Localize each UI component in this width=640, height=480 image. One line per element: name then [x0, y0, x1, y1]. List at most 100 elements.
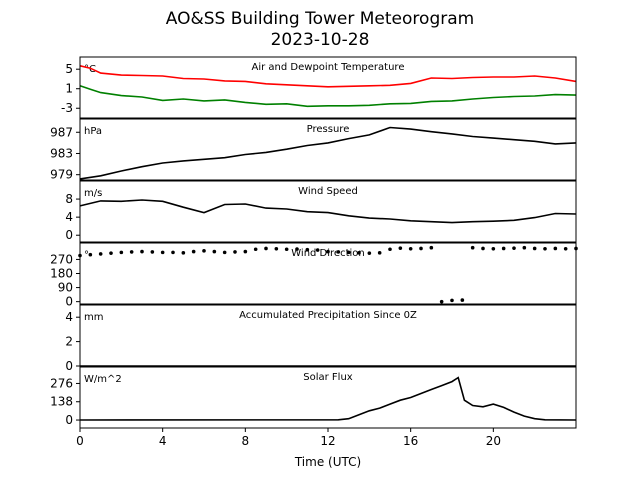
data-point [501, 246, 506, 251]
x-tick-label: 12 [320, 434, 335, 448]
data-point [357, 251, 361, 255]
series-line-2 [79, 85, 577, 108]
data-point [439, 299, 444, 304]
data-point [274, 246, 279, 251]
data-point [315, 248, 320, 252]
data-point [212, 249, 217, 254]
y-tick-label: 4 [65, 310, 73, 324]
x-tick-label: 16 [403, 434, 418, 448]
data-point [367, 251, 372, 255]
data-point [532, 246, 537, 251]
data-point [481, 246, 485, 251]
data-point [243, 249, 248, 254]
y-tick-label: 979 [50, 168, 73, 182]
panels: Air and Dewpoint Temperature °C -3 1 5 Pressu… [50, 56, 578, 429]
panel-title: Wind Direction [291, 248, 365, 259]
data-point [450, 298, 454, 303]
data-point [522, 245, 527, 250]
data-point [191, 249, 196, 254]
data-point [346, 250, 351, 255]
panel-frame [79, 304, 577, 367]
data-point [388, 247, 392, 252]
data-point [88, 252, 93, 257]
data-point [181, 251, 186, 255]
data-point [305, 247, 310, 252]
y-tick-label: 0 [65, 295, 73, 309]
series-line-1 [79, 376, 577, 421]
data-point [543, 246, 547, 251]
data-point [253, 247, 258, 252]
panel-temperature: Air and Dewpoint Temperature °C -3 1 5 [61, 56, 577, 119]
x-tick-label: 20 [486, 434, 501, 448]
data-point [429, 245, 434, 250]
y-tick-label: 4 [65, 210, 73, 224]
panel-unit-label: ° [84, 250, 89, 261]
panel-unit-label: W/m^2 [84, 374, 122, 385]
data-point [284, 247, 289, 252]
x-axis: 0 4 8 12 16 20 [76, 428, 501, 448]
data-point [202, 249, 206, 253]
y-tick-label: 1 [65, 82, 73, 96]
data-point [98, 252, 103, 256]
data-point [222, 250, 227, 255]
data-point [553, 246, 558, 251]
panel-wind-speed: Wind Speed m/s 0 4 8 [65, 180, 577, 243]
y-tick-label: 0 [65, 359, 73, 373]
data-point [140, 249, 144, 254]
data-point [150, 250, 155, 254]
figure-subtitle: 2023-10-28 [271, 30, 370, 50]
panel-unit-label: hPa [84, 126, 102, 137]
y-tick-label: 987 [50, 125, 73, 139]
y-tick-label: 90 [58, 281, 73, 295]
data-point [419, 246, 423, 251]
figure-title: AO&SS Building Tower Meteorogram [166, 9, 474, 29]
data-point [119, 250, 124, 255]
panel-title: Air and Dewpoint Temperature [252, 62, 405, 73]
panel-pressure: Pressure hPa 979 983 987 [50, 118, 577, 182]
data-point [377, 251, 382, 255]
data-point [109, 251, 113, 255]
data-point [491, 246, 496, 251]
panel-title: Solar Flux [303, 372, 353, 383]
data-point [129, 250, 134, 254]
x-tick-label: 8 [242, 434, 250, 448]
series-line-1 [79, 65, 577, 88]
data-point [171, 250, 175, 255]
y-tick-label: 180 [50, 267, 73, 281]
panel-unit-label: mm [84, 312, 103, 323]
data-point [398, 246, 403, 250]
x-axis-label: Time (UTC) [294, 455, 361, 469]
data-point [512, 246, 516, 250]
y-tick-label: -3 [61, 101, 73, 115]
panel-frame [79, 56, 577, 119]
data-point [326, 249, 330, 254]
data-point [470, 245, 475, 250]
panel-frame [79, 118, 577, 181]
panel-title: Accumulated Precipitation Since 0Z [239, 310, 417, 321]
data-point [264, 246, 268, 251]
data-point [563, 246, 568, 251]
y-tick-label: 270 [50, 252, 73, 266]
y-tick-label: 0 [65, 228, 73, 242]
y-tick-label: 138 [50, 395, 73, 409]
panel-unit-label: m/s [84, 188, 102, 199]
data-point [233, 250, 237, 254]
y-tick-label: 276 [50, 376, 73, 390]
data-point [408, 246, 413, 251]
y-tick-label: 983 [50, 146, 73, 160]
data-point [295, 247, 299, 251]
panel-title: Pressure [307, 124, 350, 135]
y-tick-label: 2 [65, 335, 73, 349]
data-point [160, 250, 165, 255]
data-point [460, 298, 465, 302]
y-tick-label: 0 [65, 413, 73, 427]
panel-unit-label: °C [84, 64, 96, 75]
y-tick-label: 8 [65, 192, 73, 206]
panel-title: Wind Speed [298, 186, 358, 197]
y-tick-label: 5 [65, 62, 73, 76]
x-tick-label: 4 [159, 434, 167, 448]
panel-frame [79, 242, 577, 305]
series-line-1 [79, 126, 577, 180]
